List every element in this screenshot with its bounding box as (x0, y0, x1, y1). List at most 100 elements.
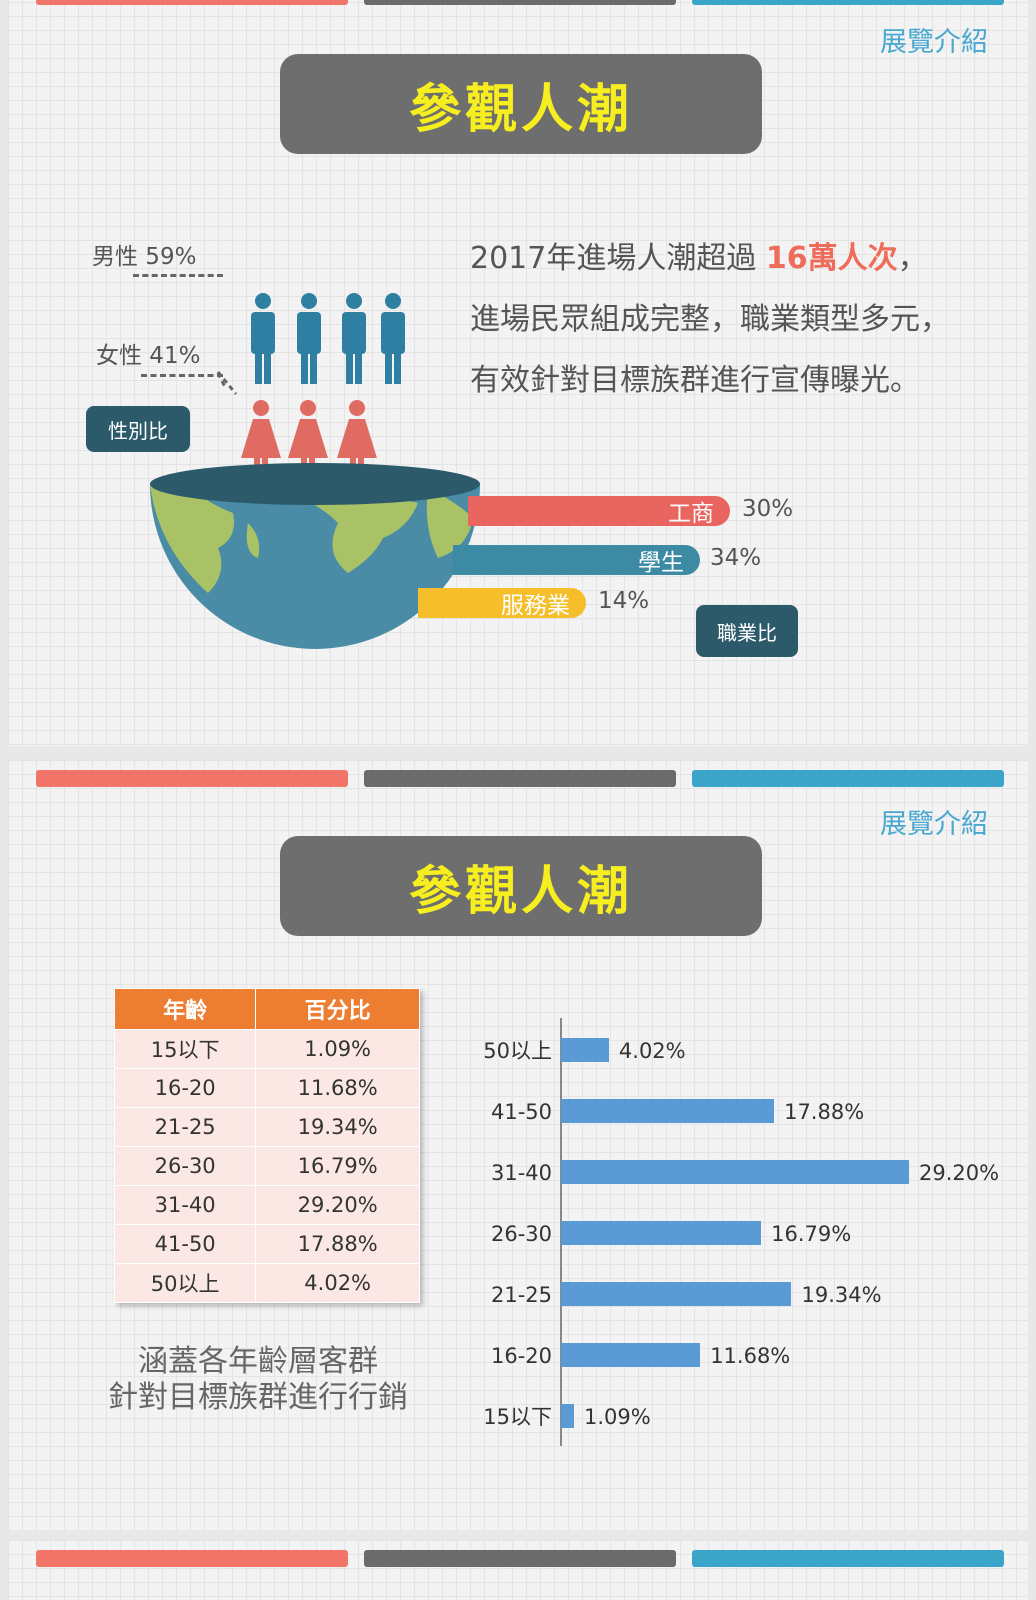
occupation-pct: 30% (742, 496, 794, 522)
table-row: 31-40 29.20% (113, 1185, 420, 1225)
chart-category-label: 26-30 (490, 1222, 552, 1246)
pct-cell: 17.88% (255, 1224, 420, 1264)
slide-title: 參觀人潮 (408, 861, 633, 922)
slide-title-box: 參觀人潮 (280, 836, 762, 936)
chart-value-label: 11.68% (710, 1344, 791, 1368)
pct-cell: 1.09% (255, 1029, 420, 1069)
age-cell: 15以下 (113, 1029, 257, 1069)
accent-bar-red (36, 770, 348, 787)
chart-row: 26-30 16.79% (468, 1221, 1028, 1247)
chart-category-label: 41-50 (490, 1100, 552, 1124)
description-text: 2017年進場人潮超過 (470, 241, 766, 276)
age-cell: 50以上 (113, 1263, 257, 1303)
chart-value-label: 19.34% (801, 1283, 882, 1307)
age-cell: 41-50 (113, 1224, 257, 1264)
people-globe-illustration (150, 293, 480, 649)
male-person-icon (297, 293, 321, 384)
chart-bar (561, 1099, 775, 1123)
table-header: 百分比 (255, 988, 420, 1030)
chart-row: 16-20 11.68% (468, 1343, 1028, 1369)
accent-bar-blue (692, 1550, 1004, 1567)
age-table: 年齡 百分比 15以下 1.09% 16-20 11.68% 21-25 19.34%… (113, 988, 420, 1303)
chart-category-label: 50以上 (483, 1039, 552, 1063)
chart-bar (561, 1404, 574, 1428)
description-line: 有效針對目標族群進行宣傳曝光。 (470, 363, 920, 398)
pct-cell: 4.02% (255, 1263, 420, 1303)
age-cell: 31-40 (113, 1185, 257, 1225)
table-row: 21-25 19.34% (113, 1107, 420, 1147)
table-row: 26-30 16.79% (113, 1146, 420, 1186)
slide-gender-occupation: 展覽介紹 參觀人潮 男性 59% 女性 41% 性別比 (8, 0, 1028, 746)
female-ratio-label: 女性 41% (96, 343, 201, 369)
chart-row: 50以上 4.02% (468, 1038, 1028, 1064)
occupation-bar-business: 工商 (468, 496, 730, 527)
gender-ratio-tag: 性別比 (86, 406, 190, 452)
chart-bar (561, 1221, 762, 1245)
pct-cell: 11.68% (255, 1068, 420, 1108)
chart-category-label: 16-20 (490, 1344, 552, 1368)
slogan: 涵蓋各年齡層客群 針對目標族群進行行銷 (78, 1344, 438, 1416)
occupation-bar-service: 服務業 (418, 588, 586, 619)
accent-bar-gray (364, 770, 676, 787)
female-leader-line (141, 374, 223, 377)
age-cell: 16-20 (113, 1068, 257, 1108)
slide-age-distribution: 展覽介紹 參觀人潮 年齡 百分比 15以下 1.09% 16-20 11.68% 2… (8, 760, 1028, 1530)
chart-row: 41-50 17.88% (468, 1099, 1028, 1125)
male-person-icon (251, 293, 275, 384)
section-topic: 展覽介紹 (880, 27, 988, 58)
visitor-count-highlight: 16萬人次 (765, 241, 898, 276)
chart-bar (561, 1343, 701, 1367)
age-cell: 21-25 (113, 1107, 257, 1147)
occupation-pct: 34% (710, 545, 762, 571)
description-text: ， (897, 241, 928, 276)
chart-value-label: 29.20% (919, 1161, 1000, 1185)
chart-category-label: 15以下 (483, 1405, 552, 1429)
chart-value-label: 4.02% (618, 1039, 686, 1063)
chart-category-label: 31-40 (490, 1161, 552, 1185)
chart-bar (561, 1282, 792, 1306)
occupation-label: 服務業 (501, 593, 570, 619)
slide-title-box: 參觀人潮 (280, 54, 762, 154)
occupation-ratio-tag: 職業比 (696, 605, 798, 657)
chart-row: 21-25 19.34% (468, 1282, 1028, 1308)
male-person-icon (381, 293, 405, 384)
chart-value-label: 16.79% (771, 1222, 852, 1246)
chart-bar (561, 1038, 609, 1062)
occupation-pct: 14% (598, 588, 650, 614)
occupation-bar-student: 學生 (453, 545, 700, 576)
accent-bar-red (36, 1550, 348, 1567)
age-cell: 26-30 (113, 1146, 257, 1186)
chart-row: 15以下 1.09% (468, 1404, 1028, 1430)
pct-cell: 16.79% (255, 1146, 420, 1186)
pct-cell: 29.20% (255, 1185, 420, 1225)
description-line: 進場民眾組成完整，職業類型多元， (470, 302, 950, 337)
chart-row: 31-40 29.20% (468, 1160, 1028, 1186)
male-ratio-label: 男性 59% (92, 244, 197, 270)
occupation-label: 工商 (668, 501, 714, 527)
slide-next-peek (8, 1540, 1028, 1600)
slogan-line: 涵蓋各年齡層客群 (138, 1344, 378, 1379)
chart-value-label: 1.09% (583, 1405, 651, 1429)
accent-bar-gray (364, 0, 676, 5)
pct-cell: 19.34% (255, 1107, 420, 1147)
description-line: 2017年進場人潮超過 16萬人次， (470, 228, 950, 289)
chart-bar (561, 1160, 909, 1184)
male-leader-line (133, 274, 223, 277)
occupation-label: 學生 (638, 550, 684, 576)
accent-bar-gray (364, 1550, 676, 1567)
globe-icon (150, 463, 480, 649)
table-header-row: 年齡 百分比 (113, 988, 420, 1030)
accent-bar-red (36, 0, 348, 5)
description-paragraph: 2017年進場人潮超過 16萬人次， 進場民眾組成完整，職業類型多元， 有效針對… (470, 228, 950, 411)
table-header: 年齡 (113, 988, 257, 1030)
table-row: 41-50 17.88% (113, 1224, 420, 1264)
accent-bar-blue (692, 770, 1004, 787)
chart-value-label: 17.88% (784, 1100, 865, 1124)
accent-bar-blue (692, 0, 1004, 5)
slide-title: 參觀人潮 (408, 79, 633, 140)
male-person-icon (342, 293, 366, 384)
slogan-line: 針對目標族群進行行銷 (108, 1380, 408, 1415)
table-row: 15以下 1.09% (113, 1029, 420, 1069)
chart-category-label: 21-25 (490, 1283, 552, 1307)
table-row: 50以上 4.02% (113, 1263, 420, 1303)
